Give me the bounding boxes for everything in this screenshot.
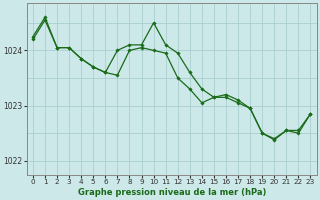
X-axis label: Graphe pression niveau de la mer (hPa): Graphe pression niveau de la mer (hPa) [77, 188, 266, 197]
